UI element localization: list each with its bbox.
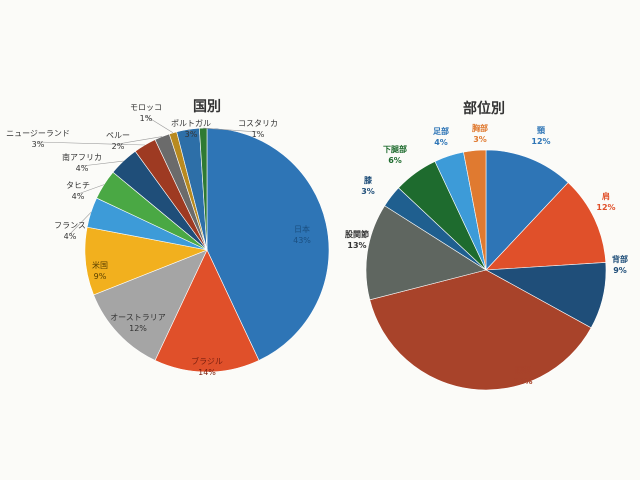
country-pie bbox=[84, 127, 330, 373]
slice-label-pct: 4% bbox=[64, 232, 77, 241]
slice-label-name: 足部 bbox=[433, 126, 449, 136]
slice-label-name: ポルトガル bbox=[171, 118, 211, 128]
pie-slice-part-3 bbox=[369, 269, 592, 391]
slice-label-pct: 4% bbox=[72, 192, 85, 201]
leader-line-8 bbox=[117, 136, 163, 145]
slice-label-name: ペルー bbox=[106, 131, 130, 140]
slice-label-pct: 9% bbox=[613, 266, 627, 275]
slice-label-pct: 3% bbox=[32, 140, 45, 149]
leader-line-10 bbox=[187, 129, 192, 133]
slice-label-name: 腰部 bbox=[514, 365, 531, 375]
slice-label-pct: 4% bbox=[434, 138, 448, 147]
slice-label-name: 下腿部 bbox=[383, 144, 407, 154]
slice-label-name: コスタリカ bbox=[238, 119, 278, 128]
slice-label-pct: 38% bbox=[513, 377, 532, 386]
slice-label-pct: 1% bbox=[140, 114, 153, 123]
leader-line-7 bbox=[37, 141, 145, 146]
pie-slice-country-0 bbox=[206, 127, 330, 361]
pie-slice-part-0 bbox=[485, 149, 569, 271]
slice-label-name: 頸 bbox=[537, 126, 546, 135]
chart-title-country: 国別 bbox=[193, 99, 221, 115]
country-labels: 日本 43% ブラジル 14% オーストラリア 12% 米国 9% フランス 4% タヒチ 4% 南アフ… bbox=[6, 103, 311, 377]
body-part-pie-chart: 部位別 頸 12% 肩 12% 背部 9% 腰部 38% 股関節 13% 膝 3% 下腿部 6% 足部 4% 胸… bbox=[345, 100, 628, 391]
slice-label-name: 肩 bbox=[602, 191, 610, 201]
slice-label-pct: 6% bbox=[388, 156, 402, 165]
leader-line-11 bbox=[203, 127, 259, 133]
slice-label-pct: 3% bbox=[473, 135, 487, 144]
slice-label-pct: 3% bbox=[361, 187, 375, 196]
slice-label-pct: 12% bbox=[531, 137, 550, 146]
pie-slice-part-8 bbox=[463, 149, 487, 271]
slice-label-name: 南アフリカ bbox=[62, 152, 102, 162]
slice-label-name: ニュージーランド bbox=[6, 129, 70, 138]
leader-line-9 bbox=[145, 115, 174, 134]
slice-label-pct: 4% bbox=[76, 164, 89, 173]
slice-label-name: ブラジル bbox=[191, 356, 223, 366]
slice-label-pct: 13% bbox=[347, 241, 366, 250]
pie-slice-country-1 bbox=[154, 249, 260, 373]
body-part-labels: 頸 12% 肩 12% 背部 9% 腰部 38% 股関節 13% 膝 3% 下腿部 6% 足部 4% 胸部 3% bbox=[345, 123, 628, 386]
pie-slice-part-4 bbox=[365, 205, 487, 301]
slice-label-pct: 9% bbox=[94, 272, 107, 281]
slice-label-name: 股関節 bbox=[345, 229, 369, 239]
body-part-pie bbox=[365, 149, 607, 391]
leader-line-5 bbox=[77, 184, 105, 195]
slice-label-name: 膝 bbox=[364, 175, 373, 185]
pie-slice-country-2 bbox=[93, 249, 208, 361]
country-pie-chart: 国別 日本 43% ブラジル 14% オーストラリア 12% 米国 9% フランス 4% タヒチ 4%… bbox=[6, 99, 330, 377]
slice-label-pct: 14% bbox=[198, 368, 216, 377]
slice-label-name: 胸部 bbox=[472, 123, 488, 133]
pie-slice-part-1 bbox=[485, 182, 607, 271]
slice-label-pct: 43% bbox=[293, 236, 311, 245]
slice-label-pct: 12% bbox=[596, 203, 615, 212]
slice-label-pct: 3% bbox=[185, 130, 198, 139]
slice-label-name: オーストラリア bbox=[110, 313, 166, 322]
pie-slice-country-11 bbox=[199, 127, 208, 251]
leader-line-4 bbox=[69, 212, 92, 235]
slice-label-name: 日本 bbox=[294, 224, 310, 234]
leader-line-6 bbox=[81, 160, 124, 167]
slice-label-pct: 12% bbox=[129, 324, 147, 333]
slice-label-name: フランス bbox=[54, 221, 86, 230]
slice-label-name: タヒチ bbox=[66, 181, 90, 190]
chart-title-body-part: 部位別 bbox=[463, 100, 505, 117]
slice-label-name: 米国 bbox=[92, 260, 108, 270]
slice-label-name: モロッコ bbox=[130, 103, 162, 112]
slice-label-pct: 1% bbox=[252, 130, 265, 139]
slice-label-pct: 2% bbox=[112, 142, 125, 151]
slice-label-name: 背部 bbox=[612, 254, 628, 264]
